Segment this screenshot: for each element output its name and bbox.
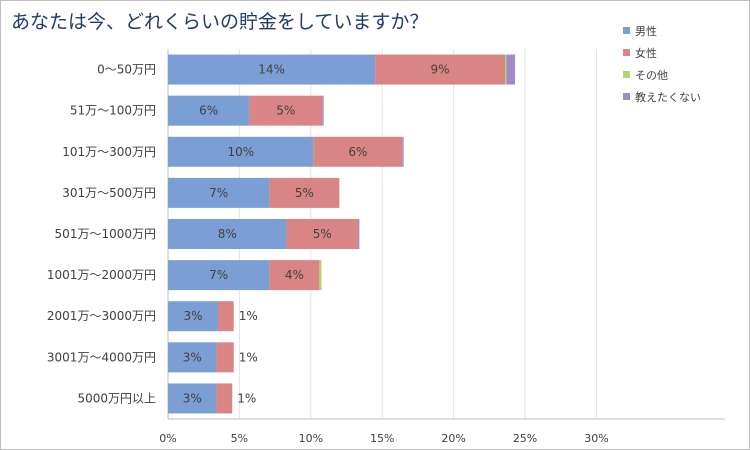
data-label: 9% — [431, 63, 450, 77]
category-label: 0～50万円 — [97, 63, 156, 77]
bar-segment — [505, 54, 507, 85]
data-label: 1% — [239, 350, 258, 364]
legend-label: その他 — [635, 69, 668, 82]
category-label: 51万～100万円 — [70, 104, 156, 118]
legend-label: 女性 — [635, 46, 657, 60]
bar-segment — [269, 260, 320, 291]
bar-segment — [249, 95, 323, 126]
data-label: 5% — [295, 186, 314, 200]
bar-segment — [168, 383, 217, 414]
bar-segment — [313, 136, 403, 167]
category-label: 3001万～4000万円 — [47, 350, 156, 364]
bar-segment — [506, 54, 516, 85]
bar-segment — [168, 177, 270, 208]
data-label: 1% — [237, 391, 256, 405]
legend-label: 男性 — [635, 24, 657, 38]
data-label: 5% — [276, 104, 295, 118]
data-label: 10% — [228, 145, 255, 159]
bar-segment — [319, 260, 322, 291]
legend-swatch — [623, 49, 630, 56]
category-label: 5000万円以上 — [77, 391, 156, 405]
data-label: 3% — [183, 309, 202, 323]
legend-label: 教えたくない — [635, 91, 701, 104]
data-label: 1% — [239, 309, 258, 323]
data-label: 7% — [209, 186, 228, 200]
bar-segment — [402, 136, 404, 167]
legend-swatch — [623, 71, 630, 78]
data-label: 5% — [313, 227, 332, 241]
bar-segment — [216, 342, 234, 373]
bar-segment — [322, 95, 324, 126]
data-label: 3% — [183, 391, 202, 405]
bar-segment — [216, 383, 233, 414]
category-label: 2001万～3000万円 — [47, 309, 156, 323]
bar-segment — [168, 342, 217, 373]
bar-segment — [269, 177, 340, 208]
category-label: 501万～1000万円 — [55, 227, 156, 241]
bar-segment — [168, 219, 287, 249]
bar-segment — [168, 301, 218, 332]
x-tick-label: 10% — [299, 432, 323, 445]
data-label: 3% — [183, 350, 202, 364]
legend-swatch — [623, 27, 630, 34]
bar-segment — [168, 95, 250, 126]
data-label: 7% — [209, 268, 228, 282]
bar-segment — [375, 54, 506, 85]
bar-segment — [168, 260, 270, 291]
category-label: 1001万～2000万円 — [47, 268, 156, 282]
bar-segment — [168, 136, 314, 167]
x-tick-label: 5% — [231, 432, 248, 445]
bar-segment — [217, 301, 234, 332]
bar-segment — [168, 54, 376, 85]
data-label: 8% — [218, 227, 237, 241]
x-tick-label: 20% — [441, 432, 465, 445]
bar-segment — [286, 219, 358, 249]
data-label: 4% — [285, 268, 304, 282]
x-tick-label: 25% — [513, 432, 537, 445]
x-tick-label: 30% — [584, 432, 608, 445]
category-label: 301万～500万円 — [62, 186, 156, 200]
bar-segment — [357, 219, 360, 249]
data-label: 6% — [199, 104, 218, 118]
x-tick-label: 0% — [159, 432, 176, 445]
legend-swatch — [623, 93, 630, 100]
data-label: 6% — [348, 145, 367, 159]
data-label: 14% — [258, 63, 285, 77]
category-label: 101万～300万円 — [62, 145, 156, 159]
x-tick-label: 15% — [370, 432, 394, 445]
chart-title: あなたは今、どれくらいの貯金をしていますか？ — [11, 11, 429, 33]
